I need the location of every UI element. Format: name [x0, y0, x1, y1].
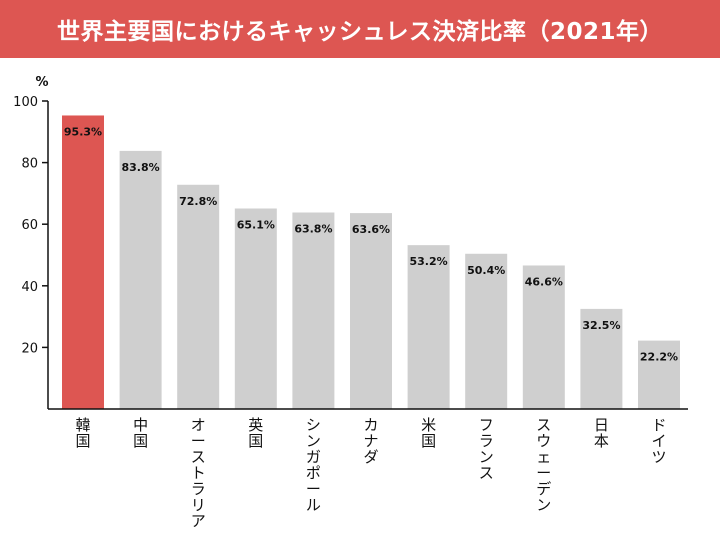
bar: [350, 213, 392, 409]
bar-value-label: 53.2%: [410, 255, 448, 268]
category-label: スウェーデン: [536, 416, 551, 514]
y-tick-label: 100: [13, 95, 38, 110]
category-label: 韓国: [75, 416, 90, 450]
bar: [177, 184, 220, 409]
category-label-group: 韓国 中国 オーストラリア 英国 シンガポール カナダ 米国 フランス スウェーデン 日本 ドイツ: [75, 416, 666, 530]
category-label: ドイツ: [651, 416, 666, 466]
category-label: シンガポール: [306, 416, 321, 514]
bar: [292, 212, 335, 409]
bar-value-label: 63.6%: [352, 223, 390, 236]
bar-value-label: 22.2%: [640, 351, 678, 364]
bar-value-label: 95.3%: [64, 125, 102, 138]
bar: [234, 208, 277, 409]
bar: [465, 253, 508, 409]
bar: [522, 265, 565, 409]
category-label: フランス: [479, 416, 494, 482]
bar: [638, 340, 680, 409]
title-bar: 世界主要国におけるキャッシュレス決済比率（2021年）: [0, 0, 720, 58]
bar-value-label: 32.5%: [582, 319, 620, 332]
bar: [62, 115, 104, 409]
y-axis: % 20 40 60 80 100: [13, 75, 49, 409]
bar: [580, 308, 623, 409]
bar: [119, 150, 162, 409]
bar-group: 95.3% 83.8% 72.8% 65.1% 63.8% 63.6% 53.2% 50.4%…: [62, 115, 680, 409]
bar-value-label: 65.1%: [237, 218, 275, 231]
y-tick-label: 80: [21, 157, 38, 172]
chart-title: 世界主要国におけるキャッシュレス決済比率（2021年）: [56, 19, 664, 45]
y-tick-label: 20: [21, 341, 38, 356]
category-label: カナダ: [363, 416, 378, 466]
bar-value-label: 72.8%: [179, 195, 217, 208]
bar-value-label: 63.8%: [294, 222, 332, 235]
y-tick-label: 60: [21, 218, 38, 233]
category-label: 英国: [248, 416, 263, 450]
category-label: オーストラリア: [191, 416, 206, 530]
category-label: 中国: [133, 416, 148, 450]
bar-value-label: 50.4%: [467, 264, 505, 277]
category-label: 米国: [421, 416, 436, 450]
bar-value-label: 83.8%: [122, 161, 160, 174]
y-tick-label: 40: [21, 280, 38, 295]
y-tick-group: 20 40 60 80 100: [13, 95, 48, 356]
bar-value-label: 46.6%: [525, 275, 563, 288]
y-axis-unit-label: %: [35, 75, 48, 90]
bar: [407, 245, 450, 409]
category-label: 日本: [594, 416, 609, 450]
